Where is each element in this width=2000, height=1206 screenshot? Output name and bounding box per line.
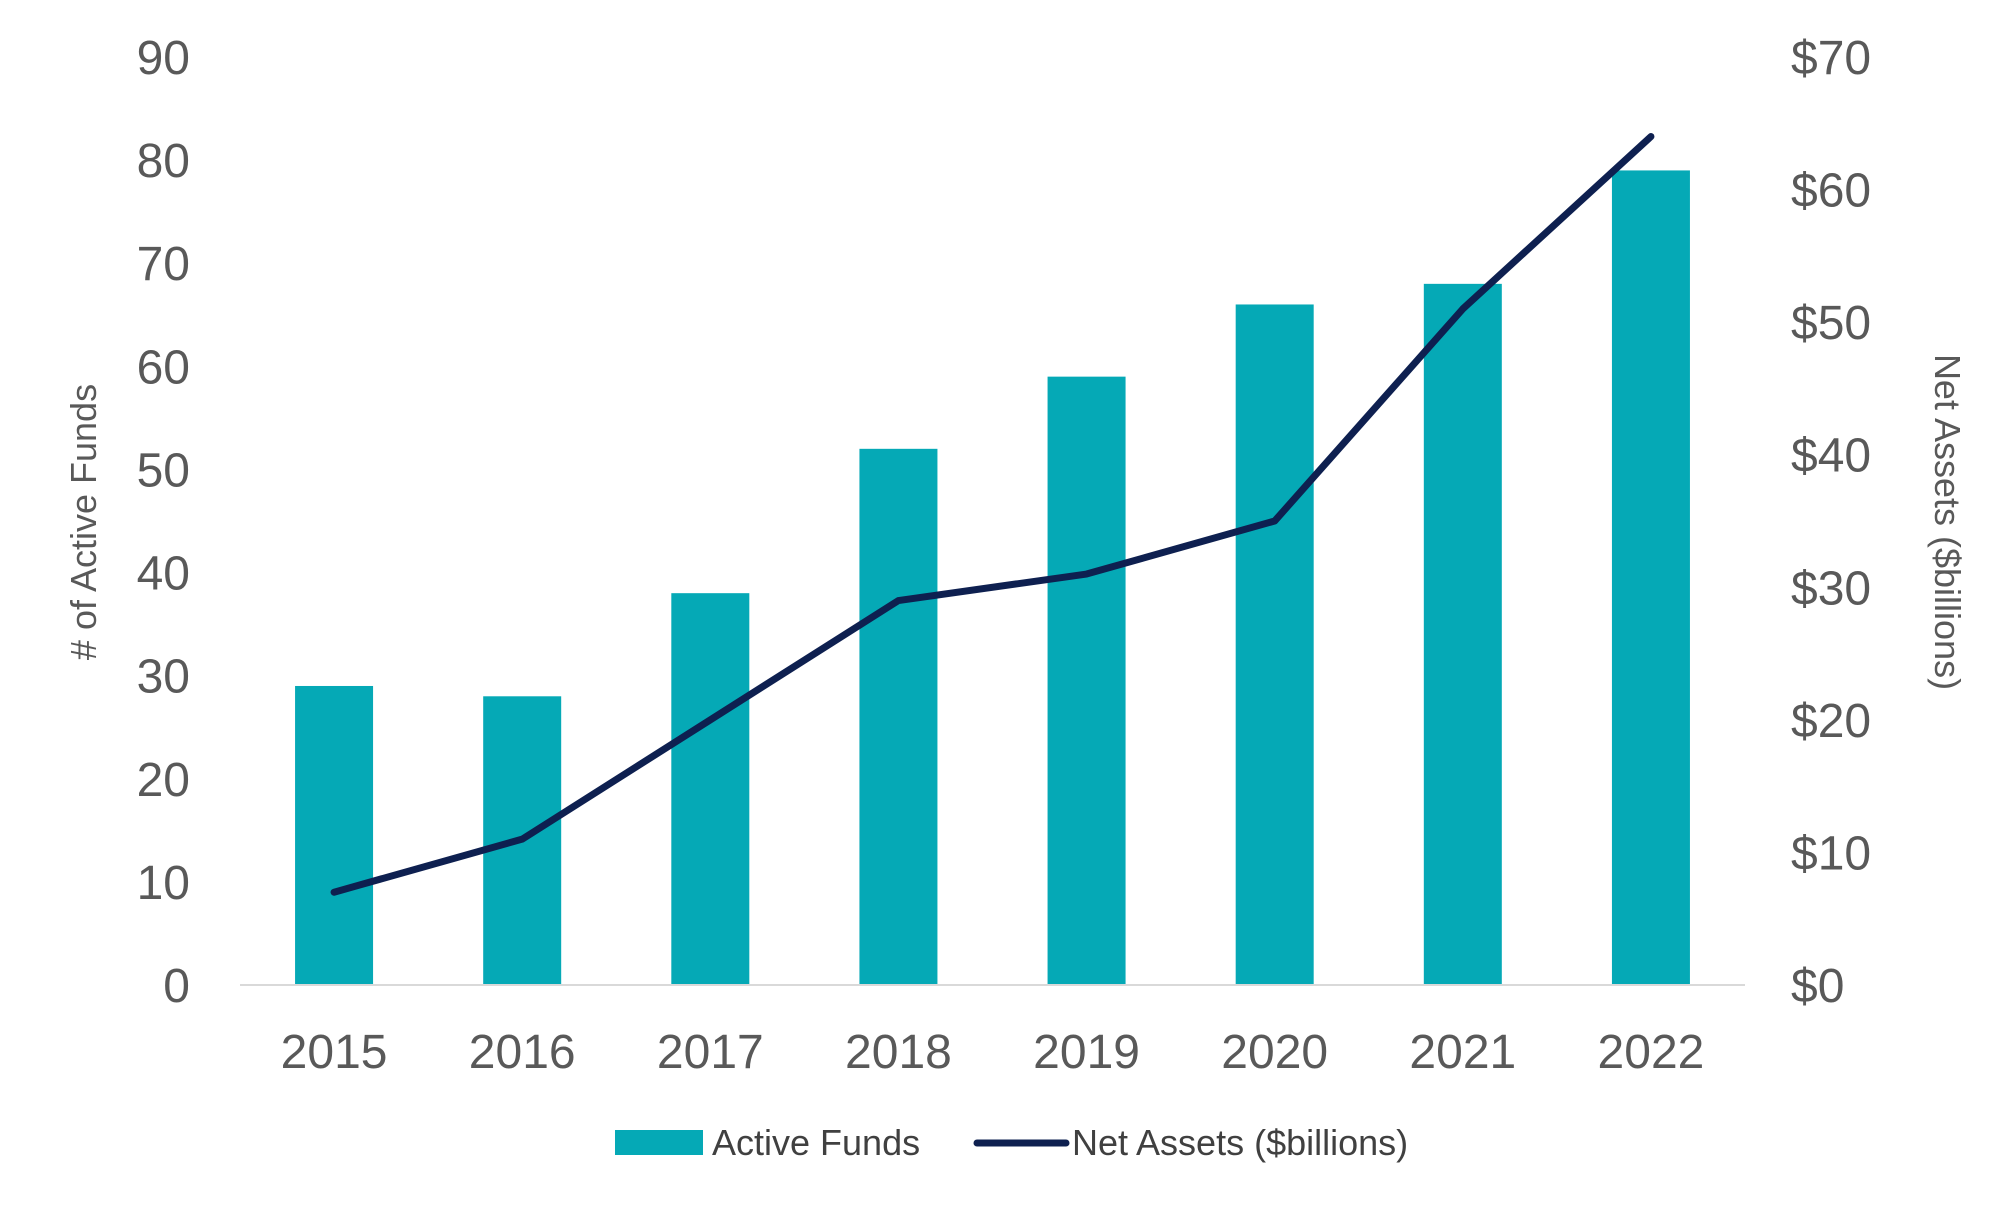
x-tick-label: 2018: [845, 1026, 952, 1079]
right-axis-ticks: $0 $10 $20 $30 $40 $50 $60 $70: [1791, 32, 1871, 1013]
left-axis-title: # of Active Funds: [63, 384, 104, 660]
left-tick-label: 70: [137, 238, 190, 291]
bar-2021: [1423, 283, 1502, 985]
x-tick-label: 2020: [1221, 1026, 1328, 1079]
bar-2018: [859, 448, 938, 985]
left-tick-label: 50: [137, 444, 190, 497]
legend-swatch-active-funds: [615, 1130, 703, 1155]
left-tick-label: 40: [137, 548, 190, 601]
left-axis-ticks: 0 10 20 30 40 50 60 70 80 90: [137, 32, 190, 1013]
bar-2015: [295, 685, 374, 985]
bar-2020: [1235, 304, 1314, 985]
right-tick-label: $0: [1791, 960, 1844, 1013]
x-tick-label: 2017: [657, 1026, 764, 1079]
left-tick-label: 90: [137, 32, 190, 85]
bar-2019: [1047, 376, 1126, 986]
right-tick-label: $60: [1791, 165, 1871, 218]
left-tick-label: 20: [137, 754, 190, 807]
left-tick-label: 10: [137, 857, 190, 910]
left-tick-label: 30: [137, 651, 190, 704]
x-tick-label: 2019: [1033, 1026, 1140, 1079]
right-tick-label: $10: [1791, 827, 1871, 880]
left-tick-label: 0: [163, 960, 190, 1013]
right-tick-label: $30: [1791, 562, 1871, 615]
right-axis-title: Net Assets ($billions): [1927, 354, 1968, 690]
bar-2017: [671, 593, 750, 985]
legend: Active Funds Net Assets ($billions): [615, 1122, 1408, 1163]
bar-2022: [1611, 170, 1690, 985]
left-tick-label: 80: [137, 135, 190, 188]
x-axis-ticks: 2015 2016 2017 2018 2019 2020 2021 2022: [281, 1026, 1705, 1079]
x-tick-label: 2022: [1598, 1026, 1705, 1079]
net-assets-line: [330, 133, 1655, 896]
legend-label-net-assets: Net Assets ($billions): [1072, 1122, 1408, 1163]
left-tick-label: 60: [137, 341, 190, 394]
x-tick-label: 2015: [281, 1026, 388, 1079]
legend-label-active-funds: Active Funds: [712, 1122, 920, 1163]
x-tick-label: 2021: [1409, 1026, 1516, 1079]
bars-group: [295, 170, 1690, 986]
right-tick-label: $20: [1791, 695, 1871, 748]
right-tick-label: $70: [1791, 32, 1871, 85]
x-tick-label: 2016: [469, 1026, 576, 1079]
right-tick-label: $50: [1791, 297, 1871, 350]
right-tick-label: $40: [1791, 430, 1871, 483]
